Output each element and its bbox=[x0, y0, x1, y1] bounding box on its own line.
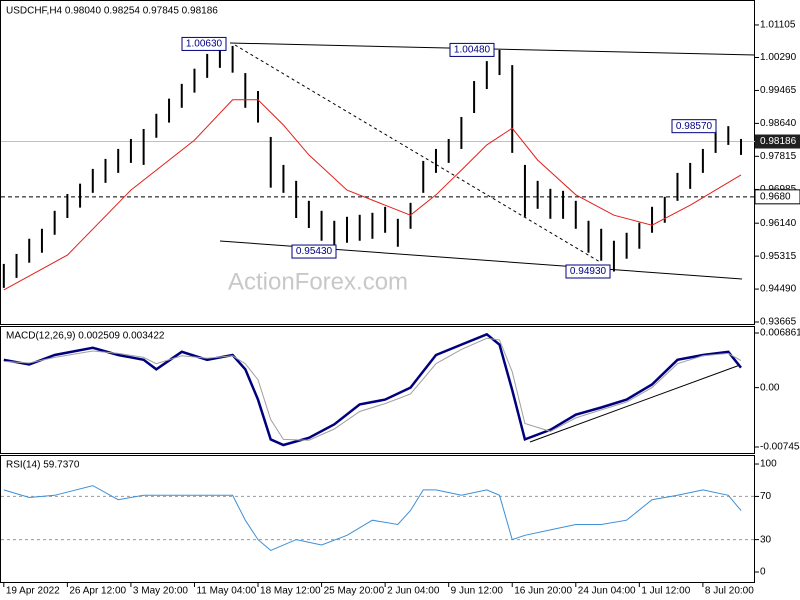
x-tick-label: 19 Apr 2022 bbox=[6, 586, 60, 597]
x-tick-label: 16 Jun 20:00 bbox=[514, 586, 572, 597]
panel-title: RSI(14) 59.7370 bbox=[6, 460, 80, 471]
chart-title: USDCHF,H4 0.98040 0.98254 0.97845 0.9818… bbox=[6, 6, 218, 17]
last-price-label: 0.98186 bbox=[760, 136, 797, 147]
x-tick-label: 8 Jul 20:00 bbox=[705, 586, 754, 597]
x-tick-label: 24 Jun 04:00 bbox=[578, 586, 636, 597]
annotation-box bbox=[565, 264, 611, 279]
x-tick-label: 9 Jun 12:00 bbox=[451, 586, 504, 597]
x-tick-label: 11 May 04:00 bbox=[196, 586, 256, 597]
panel-title: MACD(12,26,9) 0.002509 0.003422 bbox=[6, 331, 165, 342]
annotation: 0.95430 bbox=[296, 246, 333, 257]
annotation: 0.98570 bbox=[676, 121, 713, 132]
y-tick-label: 30 bbox=[760, 534, 772, 545]
y-tick-label: 0.96140 bbox=[760, 218, 797, 229]
x-tick-label: 1 Jul 12:00 bbox=[641, 586, 690, 597]
level-label: 0.9680 bbox=[760, 191, 791, 202]
y-tick-label: 0.99465 bbox=[760, 85, 797, 96]
annotation: 0.94930 bbox=[570, 266, 607, 277]
y-tick-label: 0.00 bbox=[760, 382, 780, 393]
x-tick-label: 25 May 20:00 bbox=[324, 586, 385, 597]
price-panel bbox=[0, 0, 755, 325]
annotation-box bbox=[449, 42, 495, 57]
y-tick-label: -0.007454 bbox=[760, 442, 800, 453]
y-tick-label: 1.01105 bbox=[760, 20, 796, 31]
y-tick-label: 0.95315 bbox=[760, 251, 797, 262]
annotation: 1.00630 bbox=[186, 39, 223, 50]
y-tick-label: 0.006861 bbox=[760, 328, 800, 339]
indicator-line bbox=[3, 337, 742, 441]
y-tick-label: 100 bbox=[760, 459, 777, 470]
y-tick-label: 0.98640 bbox=[760, 118, 797, 129]
annotation-box bbox=[181, 36, 227, 51]
annotation-box bbox=[671, 119, 717, 134]
indicator-line bbox=[3, 332, 742, 447]
trend-line bbox=[234, 44, 601, 263]
y-tick-label: 0 bbox=[760, 567, 766, 578]
watermark: ActionForex.com bbox=[228, 268, 408, 295]
indicator-line bbox=[3, 485, 742, 551]
annotation-box bbox=[291, 244, 337, 259]
y-tick-label: 1.00290 bbox=[760, 52, 797, 63]
x-tick-label: 2 Jun 04:00 bbox=[387, 586, 440, 597]
y-tick-label: 0.94490 bbox=[760, 284, 797, 295]
y-tick-label: 70 bbox=[760, 491, 772, 502]
rsi-panel bbox=[0, 455, 755, 583]
level-box bbox=[754, 189, 800, 205]
x-tick-label: 3 May 20:00 bbox=[133, 586, 188, 597]
y-tick-label: 0.93665 bbox=[760, 317, 797, 328]
annotation: 1.00480 bbox=[454, 45, 491, 56]
x-tick-label: 18 May 12:00 bbox=[260, 586, 321, 597]
last-price-box bbox=[755, 134, 800, 149]
y-tick-label: 0.97815 bbox=[760, 151, 797, 162]
moving-average bbox=[3, 99, 742, 291]
trend-line bbox=[529, 364, 741, 443]
macd-panel bbox=[0, 326, 755, 454]
x-tick-label: 26 Apr 12:00 bbox=[69, 586, 126, 597]
